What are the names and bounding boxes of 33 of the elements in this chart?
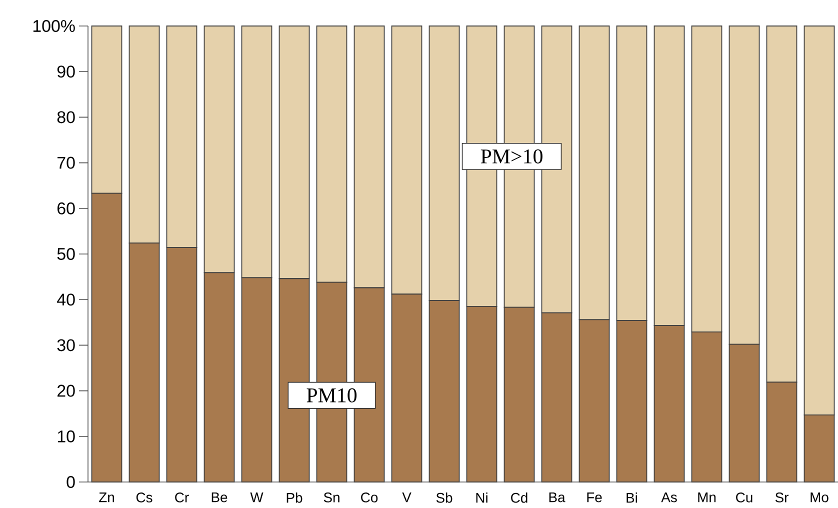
y-tick-label: 50: [57, 248, 75, 260]
series-label: PM10: [306, 388, 357, 402]
y-tick-label: 10: [58, 430, 75, 442]
y-tick-label: 90: [57, 66, 75, 78]
x-tick-label: Cu: [736, 492, 752, 502]
y-tick-label: 100%: [33, 20, 75, 32]
x-tick-label: Co: [361, 492, 378, 502]
y-tick-label: 0: [66, 476, 75, 488]
x-tick-label: Sr: [775, 492, 789, 502]
y-tick-label: 30: [57, 339, 75, 352]
y-tick-label: 40: [57, 294, 75, 306]
x-tick-label: Ba: [549, 492, 566, 502]
series-label: PM>10: [480, 149, 542, 164]
y-tick-label: 80: [57, 111, 75, 124]
x-tick-label: Bi: [626, 492, 638, 503]
y-tick-label: 70: [58, 156, 75, 169]
x-tick-label: Zn: [99, 492, 114, 502]
x-tick-label: Fe: [587, 492, 602, 502]
x-tick-label: Sn: [324, 492, 340, 502]
x-tick-label: Cs: [136, 492, 152, 502]
x-tick-label: Ni: [476, 492, 488, 503]
x-tick-label: Sb: [436, 492, 452, 503]
x-tick-label: Mo: [810, 492, 828, 502]
x-tick-label: Mn: [698, 492, 716, 502]
y-tick-label: 60: [58, 202, 75, 214]
x-tick-label: W: [250, 492, 264, 502]
x-tick-label: As: [661, 492, 677, 502]
x-tick-label: V: [402, 492, 412, 502]
x-tick-label: Pb: [286, 492, 302, 503]
x-tick-label: Cr: [175, 492, 189, 502]
x-tick-label: Be: [212, 492, 228, 502]
y-tick-label: 20: [58, 384, 75, 397]
x-tick-label: Cd: [511, 492, 528, 503]
